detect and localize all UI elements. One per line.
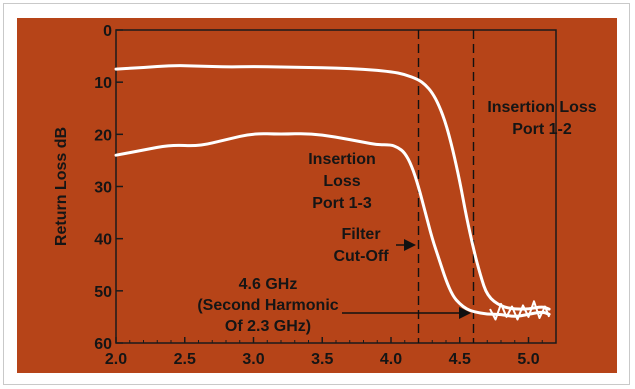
trace-port-1-2: [114, 64, 551, 311]
annotation-port13: Insertion Loss Port 1-3: [308, 151, 376, 212]
y-tick-label: 40: [94, 232, 112, 249]
plot-area: [17, 18, 617, 373]
annotation-line: Insertion: [308, 151, 376, 168]
annotation-line: Port 1-2: [512, 121, 572, 138]
y-tick-label: 50: [94, 284, 112, 301]
annotation-line: 4.6 GHz: [239, 276, 298, 293]
y-tick-label: 0: [103, 23, 112, 40]
plot-border: [115, 29, 557, 344]
trace-port-1-3: [114, 132, 551, 318]
y-tick-label: 20: [94, 127, 112, 144]
x-tick-label: 3.5: [311, 351, 333, 368]
figure-frame: 0 10 20 30 40 50 60 2.0 2.5 3.0 3.5 4.0 4.5 5.0 Inser…: [3, 3, 630, 385]
x-tick-label: 3.0: [242, 351, 264, 368]
annotation-cutoff: Filter Cut-Off: [333, 226, 389, 265]
annotation-line: Insertion Loss: [487, 99, 596, 116]
annotation-line: Loss: [323, 173, 360, 190]
annotation-line: Of 2.3 GHz): [225, 318, 311, 335]
x-tick-label: 4.0: [380, 351, 402, 368]
annotation-line: Cut-Off: [333, 248, 389, 265]
annotation-line: Port 1-3: [312, 195, 372, 212]
annotation-harmonic: 4.6 GHz (Second Harmonic Of 2.3 GHz): [197, 276, 338, 335]
annotation-line: (Second Harmonic: [197, 297, 338, 314]
x-tick-label: 5.0: [517, 351, 539, 368]
x-tick-label: 4.5: [449, 351, 471, 368]
annotation-port12: Insertion Loss Port 1-2: [487, 99, 596, 138]
y-tick-label: 30: [94, 180, 112, 197]
y-tick-label: 60: [94, 336, 112, 353]
y-axis-label: Return Loss dB: [53, 127, 70, 246]
annotation-line: Filter: [341, 226, 380, 243]
y-tick-label: 10: [94, 75, 112, 92]
x-tick-label: 2.5: [174, 351, 196, 368]
trace-stopband-noise: [489, 300, 551, 321]
return-loss-chart: 0 10 20 30 40 50 602.0 2.5 3.0 3.5 4.0 4.5 5.0 Inser…: [17, 18, 617, 373]
x-tick-label: 2.0: [105, 351, 127, 368]
